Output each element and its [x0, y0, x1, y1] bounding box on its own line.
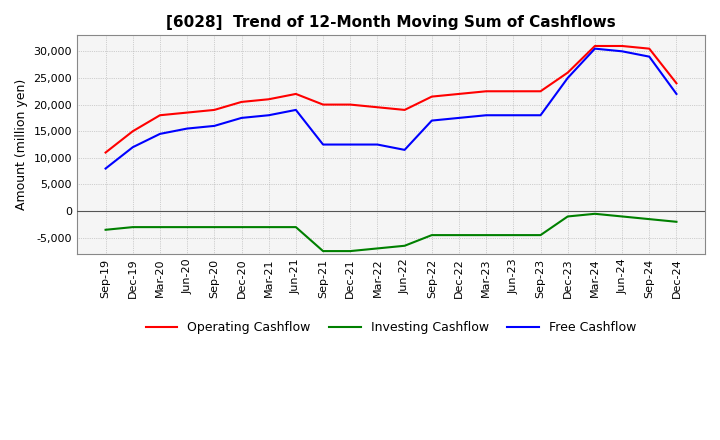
Investing Cashflow: [156, 224, 164, 230]
Free Cashflow: [672, 91, 681, 96]
Investing Cashflow: [102, 227, 110, 232]
Free Cashflow: [373, 142, 382, 147]
Investing Cashflow: [509, 232, 518, 238]
Free Cashflow: [346, 142, 354, 147]
Investing Cashflow: [454, 232, 463, 238]
Free Cashflow: [536, 113, 545, 118]
Investing Cashflow: [563, 214, 572, 219]
Legend: Operating Cashflow, Investing Cashflow, Free Cashflow: Operating Cashflow, Investing Cashflow, …: [141, 316, 641, 339]
Operating Cashflow: [536, 88, 545, 94]
Investing Cashflow: [590, 211, 599, 216]
Investing Cashflow: [128, 224, 137, 230]
Investing Cashflow: [428, 232, 436, 238]
Free Cashflow: [509, 113, 518, 118]
Operating Cashflow: [509, 88, 518, 94]
Investing Cashflow: [292, 224, 300, 230]
Free Cashflow: [400, 147, 409, 153]
Operating Cashflow: [183, 110, 192, 115]
Operating Cashflow: [128, 128, 137, 134]
Free Cashflow: [482, 113, 490, 118]
Operating Cashflow: [618, 44, 626, 49]
Free Cashflow: [319, 142, 328, 147]
Operating Cashflow: [102, 150, 110, 155]
Operating Cashflow: [292, 91, 300, 96]
Investing Cashflow: [264, 224, 273, 230]
Line: Free Cashflow: Free Cashflow: [106, 49, 677, 169]
Free Cashflow: [183, 126, 192, 131]
Investing Cashflow: [373, 246, 382, 251]
Operating Cashflow: [400, 107, 409, 113]
Investing Cashflow: [645, 216, 654, 222]
Investing Cashflow: [237, 224, 246, 230]
Investing Cashflow: [536, 232, 545, 238]
Operating Cashflow: [482, 88, 490, 94]
Free Cashflow: [563, 75, 572, 81]
Operating Cashflow: [672, 81, 681, 86]
Investing Cashflow: [319, 249, 328, 254]
Investing Cashflow: [183, 224, 192, 230]
Free Cashflow: [102, 166, 110, 171]
Operating Cashflow: [319, 102, 328, 107]
Y-axis label: Amount (million yen): Amount (million yen): [15, 79, 28, 210]
Operating Cashflow: [373, 105, 382, 110]
Free Cashflow: [156, 131, 164, 136]
Free Cashflow: [128, 145, 137, 150]
Free Cashflow: [590, 46, 599, 51]
Operating Cashflow: [454, 91, 463, 96]
Operating Cashflow: [237, 99, 246, 105]
Line: Investing Cashflow: Investing Cashflow: [106, 214, 677, 251]
Operating Cashflow: [210, 107, 219, 113]
Operating Cashflow: [428, 94, 436, 99]
Investing Cashflow: [210, 224, 219, 230]
Free Cashflow: [454, 115, 463, 121]
Operating Cashflow: [590, 44, 599, 49]
Investing Cashflow: [482, 232, 490, 238]
Operating Cashflow: [645, 46, 654, 51]
Free Cashflow: [210, 123, 219, 128]
Free Cashflow: [264, 113, 273, 118]
Free Cashflow: [292, 107, 300, 113]
Line: Operating Cashflow: Operating Cashflow: [106, 46, 677, 153]
Free Cashflow: [237, 115, 246, 121]
Free Cashflow: [618, 49, 626, 54]
Investing Cashflow: [618, 214, 626, 219]
Operating Cashflow: [156, 113, 164, 118]
Operating Cashflow: [264, 97, 273, 102]
Investing Cashflow: [400, 243, 409, 249]
Operating Cashflow: [346, 102, 354, 107]
Operating Cashflow: [563, 70, 572, 75]
Investing Cashflow: [346, 249, 354, 254]
Free Cashflow: [645, 54, 654, 59]
Free Cashflow: [428, 118, 436, 123]
Investing Cashflow: [672, 219, 681, 224]
Title: [6028]  Trend of 12-Month Moving Sum of Cashflows: [6028] Trend of 12-Month Moving Sum of C…: [166, 15, 616, 30]
